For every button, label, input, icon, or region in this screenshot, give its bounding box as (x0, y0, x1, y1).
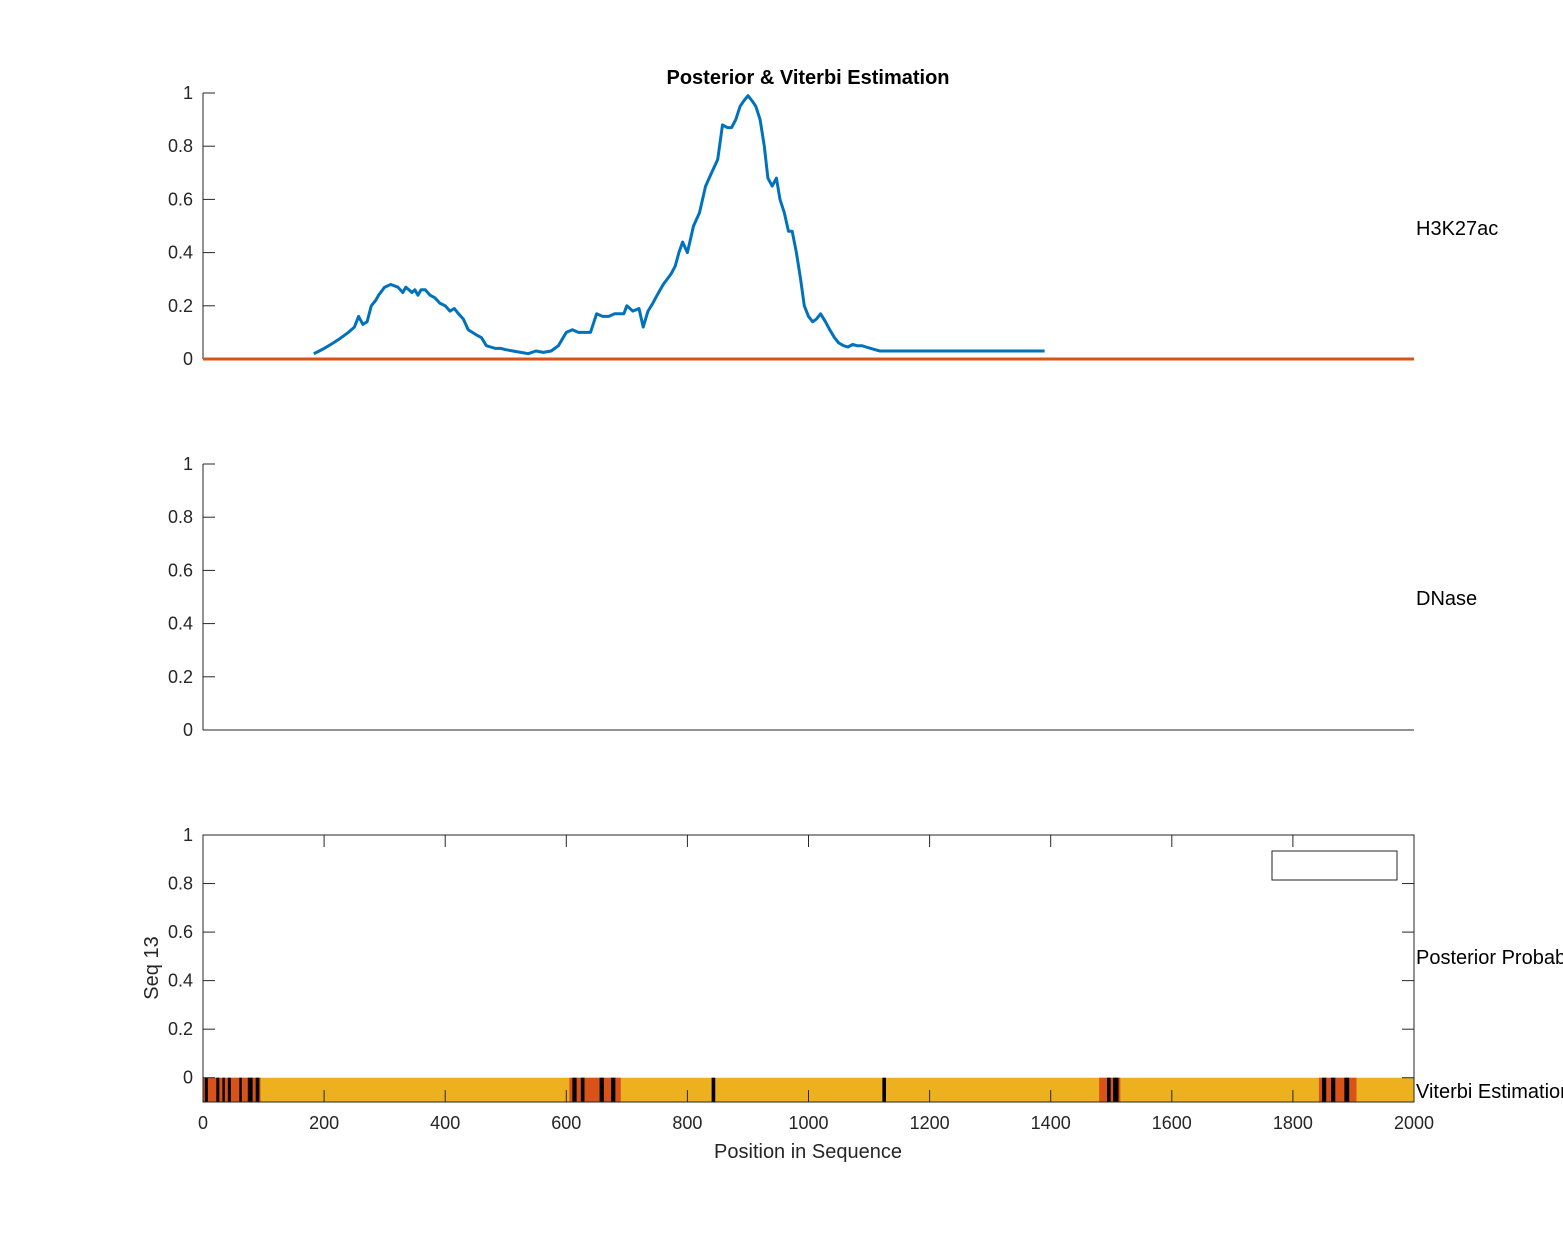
x-ticks: 0 200 400 600 800 1000 1200 1400 1600 1800 2000 (198, 835, 1434, 1133)
y-tick-label: 0 (183, 349, 193, 369)
y-tick-label: 0 (183, 720, 193, 740)
y-tick-label: 0 (183, 1068, 193, 1088)
x-tick-label: 800 (672, 1113, 702, 1133)
y-tick-label: 0.4 (168, 614, 193, 634)
side-label-posterior: Posterior Probabilities (1416, 947, 1563, 969)
legend-box (1271, 850, 1398, 881)
y-tick-label: 1 (183, 454, 193, 474)
viterbi-segment (204, 1077, 208, 1102)
y-axis-label: Seq 13 (141, 936, 163, 999)
viterbi-segment (255, 1077, 260, 1102)
viterbi-segment (239, 1077, 242, 1102)
x-tick-label: 400 (430, 1113, 460, 1133)
viterbi-segment (599, 1077, 604, 1102)
chart-title: Posterior & Viterbi Estimation (666, 67, 949, 89)
viterbi-segment (222, 1077, 225, 1102)
viterbi-segment (1113, 1077, 1119, 1102)
viterbi-segment (580, 1077, 585, 1102)
x-tick-label: 600 (551, 1113, 581, 1133)
panel-seq13: 0 0.2 0.4 0.6 0.8 1 0 200 400 600 800 1000 1200 1400… (141, 825, 1563, 1163)
x-tick-label: 2000 (1394, 1113, 1434, 1133)
viterbi-segment (216, 1077, 220, 1102)
y-tick-label: 0.8 (168, 507, 193, 527)
viterbi-segment (611, 1077, 616, 1102)
side-label-dnase: DNase (1416, 588, 1477, 610)
y-tick-label: 0.4 (168, 243, 193, 263)
y-tick-label: 0.6 (168, 189, 193, 209)
panel-h3k27ac: 0 0.2 0.4 0.6 0.8 1 H3K27ac (168, 83, 1498, 369)
y-tick-label: 0.4 (168, 971, 193, 991)
viterbi-segment (572, 1077, 577, 1102)
side-label-h3k27ac: H3K27ac (1416, 218, 1498, 240)
x-tick-label: 1400 (1031, 1113, 1071, 1133)
panel-dnase: 0 0.2 0.4 0.6 0.8 1 DNase (168, 454, 1477, 740)
y-tick-label: 0.6 (168, 560, 193, 580)
viterbi-segment (247, 1077, 253, 1102)
series-line-0 (313, 94, 1045, 356)
x-tick-label: 200 (309, 1113, 339, 1133)
viterbi-segment (227, 1077, 231, 1102)
x-tick-label: 0 (198, 1113, 208, 1133)
viterbi-segment (711, 1077, 716, 1102)
y-ticks: 0 0.2 0.4 0.6 0.8 1 (168, 83, 215, 369)
side-label-viterbi: Viterbi Estimation (1416, 1081, 1563, 1103)
viterbi-segment (1321, 1077, 1327, 1102)
y-tick-label: 0.2 (168, 296, 193, 316)
y-tick-label: 0.2 (168, 1019, 193, 1039)
x-axis-label: Position in Sequence (714, 1141, 902, 1163)
x-tick-label: 1600 (1152, 1113, 1192, 1133)
y-ticks: 0 0.2 0.4 0.6 0.8 1 (168, 825, 1414, 1088)
y-ticks: 0 0.2 0.4 0.6 0.8 1 (168, 454, 215, 740)
line-series-group (203, 94, 1414, 361)
y-tick-label: 1 (183, 825, 193, 845)
x-tick-label: 1800 (1273, 1113, 1313, 1133)
viterbi-segment (1107, 1077, 1111, 1102)
x-tick-label: 1000 (788, 1113, 828, 1133)
x-tick-label: 1200 (910, 1113, 950, 1133)
y-tick-label: 0.6 (168, 922, 193, 942)
y-tick-label: 1 (183, 83, 193, 103)
y-tick-label: 0.8 (168, 874, 193, 894)
viterbi-segment (882, 1077, 887, 1102)
y-tick-label: 0.2 (168, 667, 193, 687)
viterbi-segment (1331, 1077, 1336, 1102)
y-tick-label: 0.8 (168, 136, 193, 156)
viterbi-segment (1344, 1077, 1350, 1102)
